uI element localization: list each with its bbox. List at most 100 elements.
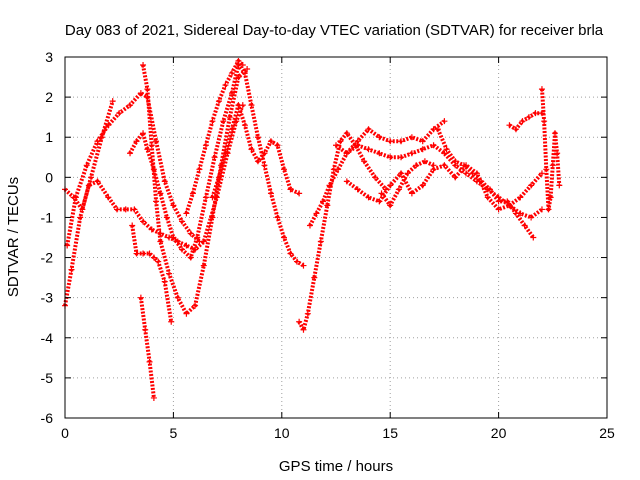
data-point [192, 302, 199, 309]
data-point [105, 122, 112, 129]
data-point [179, 218, 186, 225]
plot-frame [64, 56, 608, 419]
data-point [408, 190, 415, 197]
data-point [153, 198, 160, 205]
data-point [79, 206, 86, 213]
data-point [280, 166, 287, 173]
data-point [105, 194, 112, 201]
data-point [324, 202, 331, 209]
series-line [65, 91, 201, 246]
data-point [211, 154, 218, 161]
data-point [228, 70, 235, 77]
data-point [179, 246, 186, 253]
data-point [372, 174, 379, 181]
data-point [361, 158, 368, 165]
data-point [387, 138, 394, 145]
x-tick-label: 20 [491, 425, 507, 441]
data-point [194, 234, 201, 241]
series-track-2 [64, 90, 203, 249]
data-point [463, 170, 470, 177]
data-point [183, 242, 190, 249]
data-point [354, 186, 361, 193]
data-point [413, 162, 420, 169]
data-point [187, 254, 194, 261]
data-point [419, 138, 426, 145]
data-point [306, 222, 313, 229]
x-tick-label: 25 [599, 425, 615, 441]
data-point [469, 170, 476, 177]
data-point [241, 70, 248, 77]
series-track-5 [129, 222, 175, 325]
series-track-17 [538, 86, 563, 213]
data-point [538, 86, 545, 93]
data-point [137, 294, 144, 301]
data-point [228, 90, 235, 97]
data-point [187, 230, 194, 237]
data-point [486, 186, 493, 193]
x-tick-label: 5 [170, 425, 178, 441]
y-tick-label: -3 [41, 290, 54, 306]
data-point [200, 238, 207, 245]
series-line [540, 88, 562, 212]
data-point [311, 274, 318, 281]
data-point [521, 222, 528, 229]
data-point [434, 126, 441, 133]
series-track-16 [506, 110, 545, 133]
data-point [166, 270, 173, 277]
data-point [343, 150, 350, 157]
data-point [398, 154, 405, 161]
data-point [244, 66, 251, 73]
data-point [287, 186, 294, 193]
data-point [443, 146, 450, 153]
y-tick-label: -4 [41, 330, 54, 346]
data-point [274, 214, 281, 221]
data-point [517, 194, 524, 201]
data-point [460, 162, 467, 169]
x-tick-label: 0 [61, 425, 69, 441]
data-point [133, 138, 140, 145]
data-point [387, 202, 394, 209]
series-line [508, 111, 542, 132]
data-point [387, 154, 394, 161]
x-tick-label: 15 [382, 425, 398, 441]
data-point [300, 262, 307, 269]
series-track-15 [434, 126, 537, 241]
chart-title: Day 083 of 2021, Sidereal Day-to-day VTE… [65, 22, 604, 39]
data-point [153, 138, 160, 145]
data-point [430, 162, 437, 169]
data-point [519, 118, 526, 125]
series-track-6 [137, 294, 157, 401]
data-point [150, 254, 157, 261]
data-point [545, 206, 552, 213]
data-point [222, 82, 229, 89]
data-point [556, 182, 563, 189]
data-point [365, 146, 372, 153]
data-point [280, 234, 287, 241]
data-point [140, 218, 147, 225]
data-point [478, 178, 485, 185]
series-track-11 [306, 142, 545, 229]
data-point [543, 166, 550, 173]
data-point [189, 190, 196, 197]
data-point [547, 194, 554, 201]
data-point [421, 158, 428, 165]
data-point [525, 114, 532, 121]
data-point [254, 158, 261, 165]
data-point [85, 182, 92, 189]
data-point [343, 178, 350, 185]
data-series [62, 58, 563, 401]
series-line [184, 59, 245, 215]
data-point [226, 114, 233, 121]
data-point [538, 206, 545, 213]
data-point [261, 150, 268, 157]
grid-lines [65, 57, 607, 418]
data-point [114, 206, 121, 213]
data-point [441, 162, 448, 169]
data-point [551, 130, 558, 137]
data-point [183, 310, 190, 317]
data-point [94, 138, 101, 145]
data-point [274, 142, 281, 149]
series-line [138, 297, 156, 399]
data-point [506, 122, 513, 129]
